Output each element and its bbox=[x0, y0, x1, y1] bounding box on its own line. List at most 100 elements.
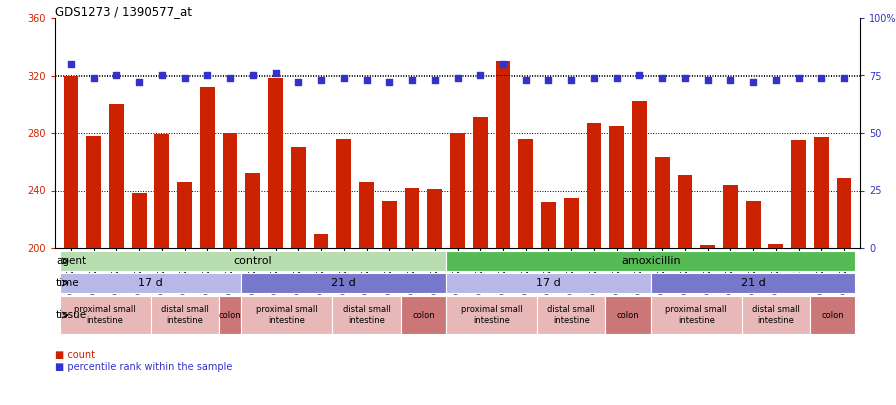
Text: distal small
intestine: distal small intestine bbox=[752, 305, 800, 325]
Point bbox=[564, 77, 579, 83]
Point bbox=[451, 75, 465, 81]
Point bbox=[655, 75, 669, 81]
Bar bbox=[473, 117, 487, 248]
Bar bbox=[154, 134, 169, 248]
Point bbox=[155, 72, 169, 79]
Point bbox=[814, 75, 829, 81]
Point bbox=[405, 77, 419, 83]
Point bbox=[87, 75, 101, 81]
Point bbox=[791, 75, 806, 81]
Point bbox=[291, 79, 306, 85]
Text: ■ percentile rank within the sample: ■ percentile rank within the sample bbox=[55, 362, 232, 372]
Bar bbox=[64, 75, 78, 248]
Bar bbox=[291, 147, 306, 248]
Bar bbox=[109, 104, 124, 248]
Bar bbox=[791, 140, 806, 248]
Point bbox=[587, 75, 601, 81]
Bar bbox=[246, 173, 260, 248]
Bar bbox=[446, 251, 856, 271]
Bar bbox=[810, 296, 856, 334]
Bar bbox=[518, 139, 533, 248]
Bar bbox=[655, 158, 669, 248]
Bar bbox=[268, 79, 283, 248]
Text: amoxicillin: amoxicillin bbox=[621, 256, 681, 266]
Bar bbox=[382, 200, 397, 248]
Text: distal small
intestine: distal small intestine bbox=[342, 305, 391, 325]
Text: 17 d: 17 d bbox=[536, 278, 561, 288]
Text: colon: colon bbox=[822, 311, 844, 320]
Point bbox=[609, 75, 624, 81]
Bar bbox=[537, 296, 606, 334]
Point bbox=[177, 75, 192, 81]
Point bbox=[495, 61, 510, 67]
Bar bbox=[606, 296, 650, 334]
Bar bbox=[745, 200, 761, 248]
Point bbox=[519, 77, 533, 83]
Bar bbox=[332, 296, 401, 334]
Bar bbox=[769, 244, 783, 248]
Point bbox=[132, 79, 146, 85]
Bar bbox=[587, 123, 601, 248]
Bar bbox=[151, 296, 219, 334]
Bar bbox=[59, 273, 241, 293]
Bar bbox=[446, 273, 650, 293]
Point bbox=[677, 75, 692, 81]
Point bbox=[382, 79, 396, 85]
Bar bbox=[359, 182, 374, 248]
Point bbox=[337, 75, 351, 81]
Point bbox=[541, 77, 556, 83]
Bar bbox=[701, 245, 715, 248]
Text: distal small
intestine: distal small intestine bbox=[547, 305, 595, 325]
Text: ■ count: ■ count bbox=[55, 350, 95, 360]
Text: colon: colon bbox=[219, 311, 241, 320]
Point bbox=[701, 77, 715, 83]
Bar bbox=[219, 296, 241, 334]
Bar bbox=[446, 296, 537, 334]
Point bbox=[769, 77, 783, 83]
Bar bbox=[241, 273, 446, 293]
Text: GDS1273 / 1390577_at: GDS1273 / 1390577_at bbox=[55, 5, 192, 18]
Point bbox=[200, 72, 214, 79]
Bar bbox=[495, 61, 511, 248]
Bar bbox=[814, 137, 829, 248]
Bar bbox=[241, 296, 332, 334]
Bar bbox=[177, 182, 192, 248]
Bar bbox=[405, 188, 419, 248]
Point bbox=[246, 72, 260, 79]
Point bbox=[837, 75, 851, 81]
Bar bbox=[59, 251, 446, 271]
Text: tissue: tissue bbox=[56, 310, 87, 320]
Point bbox=[633, 72, 647, 79]
Text: 21 d: 21 d bbox=[332, 278, 357, 288]
Text: proximal small
intestine: proximal small intestine bbox=[666, 305, 727, 325]
Text: colon: colon bbox=[412, 311, 435, 320]
Bar bbox=[837, 177, 851, 248]
Text: time: time bbox=[56, 278, 80, 288]
Text: distal small
intestine: distal small intestine bbox=[160, 305, 209, 325]
Bar bbox=[723, 185, 737, 248]
Bar bbox=[132, 193, 147, 248]
Bar bbox=[650, 296, 742, 334]
Text: proximal small
intestine: proximal small intestine bbox=[256, 305, 318, 325]
Bar bbox=[632, 101, 647, 248]
Text: control: control bbox=[234, 256, 272, 266]
Point bbox=[64, 61, 78, 67]
Text: colon: colon bbox=[616, 311, 640, 320]
Text: proximal small
intestine: proximal small intestine bbox=[461, 305, 522, 325]
Bar bbox=[677, 175, 693, 248]
Bar bbox=[564, 198, 579, 248]
Text: proximal small
intestine: proximal small intestine bbox=[74, 305, 136, 325]
Point bbox=[223, 75, 237, 81]
Point bbox=[427, 77, 442, 83]
Point bbox=[359, 77, 374, 83]
Bar bbox=[427, 189, 442, 248]
Point bbox=[473, 72, 487, 79]
Point bbox=[746, 79, 761, 85]
Bar bbox=[59, 296, 151, 334]
Bar bbox=[223, 133, 237, 248]
Point bbox=[723, 77, 737, 83]
Bar bbox=[742, 296, 810, 334]
Point bbox=[109, 72, 124, 79]
Point bbox=[314, 77, 328, 83]
Text: 17 d: 17 d bbox=[138, 278, 163, 288]
